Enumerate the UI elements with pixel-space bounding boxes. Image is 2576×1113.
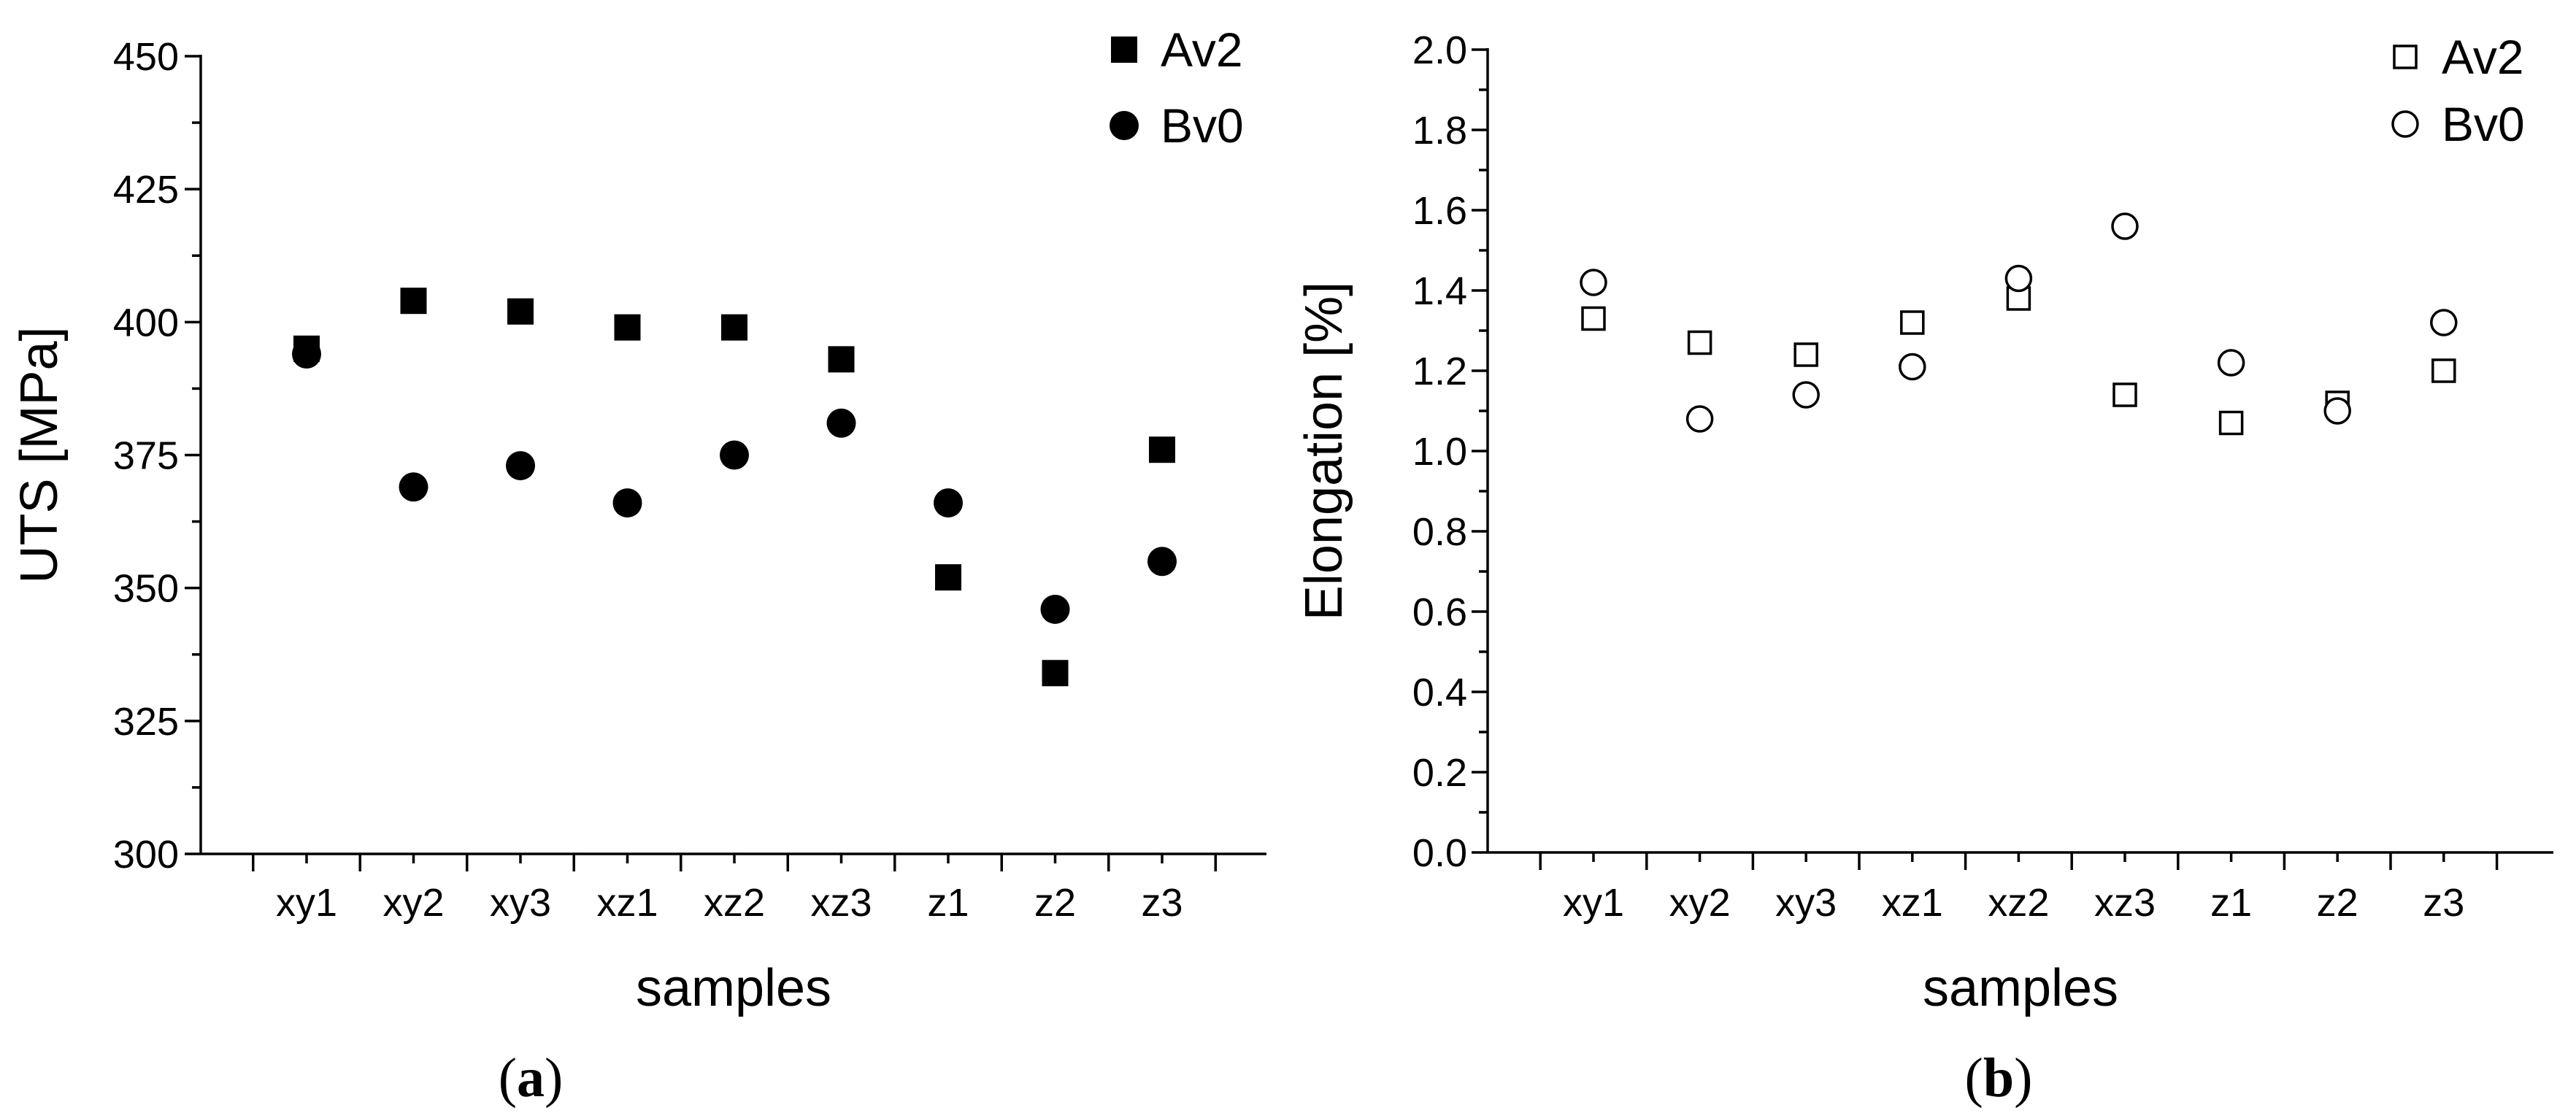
legend-label-Av2: Av2: [2442, 30, 2524, 84]
x-tick-label-z2: z2: [1034, 881, 1076, 925]
point-Av2-xz3: [2112, 382, 2137, 407]
point-Bv0-xz3: [2111, 212, 2139, 240]
y-tick-label: 1.0: [1412, 430, 1467, 474]
point-Bv0-xy1: [1580, 269, 1607, 296]
y-tick-label: 0.4: [1412, 671, 1467, 715]
x-axis-title: samples: [636, 959, 831, 1017]
y-tick-label: 2.0: [1412, 28, 1467, 72]
x-tick-label-xz2: xz2: [1988, 881, 2049, 925]
y-tick-label: 450: [113, 35, 179, 79]
y-tick-label: 1.6: [1412, 189, 1467, 233]
x-tick-label-xz1: xz1: [596, 881, 658, 925]
x-tick-label-xy1: xy1: [276, 881, 337, 925]
point-Av2-z3: [2431, 358, 2456, 383]
legend-marker-Bv0: [1110, 111, 1139, 140]
x-tick-label-xy2: xy2: [382, 881, 444, 925]
point-Av2-xz1: [1900, 310, 1925, 335]
point-Av2-xz2: [721, 314, 747, 341]
x-tick-label-xz1: xz1: [1882, 881, 1943, 925]
point-Bv0-z1: [2217, 349, 2245, 377]
y-tick-label: 1.4: [1412, 269, 1467, 313]
point-Bv0-xz1: [612, 488, 642, 518]
x-tick-label-z2: z2: [2317, 881, 2358, 925]
point-Bv0-z2: [1040, 594, 1070, 624]
y-axis-title: Elongation [%]: [1295, 282, 1353, 620]
y-tick-label: 300: [113, 833, 179, 877]
x-axis-title: samples: [1923, 959, 2118, 1017]
chart-panel-b: 0.0 0.2 0.4 0.6 0.8 1.0 1.2 1.4 1.6 1.8 2.0 xy1 xy2 x…: [1295, 28, 2553, 1109]
point-Av2-z1: [935, 564, 961, 591]
x-tick-label-z3: z3: [2423, 881, 2464, 925]
legend-marker-Bv0: [2391, 110, 2419, 138]
x-tick-label-xy1: xy1: [1563, 881, 1624, 925]
x-tick-label-xy2: xy2: [1669, 881, 1731, 925]
point-Bv0-xy1: [292, 339, 321, 369]
legend-label-Bv0: Bv0: [2442, 97, 2525, 151]
legend-label-Av2: Av2: [1161, 23, 1243, 77]
point-Av2-xy3: [1793, 342, 1818, 367]
y-tick-label: 325: [113, 700, 179, 744]
point-Bv0-z3: [1147, 547, 1177, 577]
y-tick-label: 400: [113, 301, 179, 344]
point-Bv0-xz2: [2004, 264, 2033, 293]
chart-panel-a: 300 325 350 375 400 425 450 xy1 xy2 xy3 xz1 xz2 xz3 z…: [10, 23, 1266, 1109]
y-tick-label: 0.0: [1412, 831, 1467, 875]
point-Bv0-xy2: [399, 472, 428, 502]
legend-marker-Av2: [2393, 45, 2418, 69]
point-Av2-z2: [1042, 660, 1069, 687]
point-Av2-xy1: [1581, 306, 1606, 331]
x-tick-label-z3: z3: [1141, 881, 1183, 925]
point-Bv0-xy2: [1685, 405, 1714, 433]
point-Av2-xy2: [1687, 330, 1712, 355]
x-tick-label-xz3: xz3: [2094, 881, 2156, 925]
point-Av2-xz1: [614, 314, 641, 341]
point-Bv0-xy3: [1792, 381, 1820, 409]
x-tick-label-z1: z1: [927, 881, 969, 925]
legend-marker-Av2: [1111, 36, 1137, 63]
x-tick-label-z1: z1: [2210, 881, 2252, 925]
point-Av2-z3: [1149, 436, 1175, 463]
point-Bv0-z2: [2323, 397, 2351, 425]
point-Av2-z1: [2218, 410, 2244, 436]
y-tick-label: 0.2: [1412, 751, 1467, 795]
y-tick-label: 0.6: [1412, 590, 1467, 634]
point-Bv0-xz1: [1899, 353, 1926, 381]
point-Bv0-z1: [934, 488, 963, 518]
point-Av2-xz3: [828, 346, 855, 373]
y-tick-label: 1.8: [1412, 109, 1467, 153]
y-tick-label: 1.2: [1412, 350, 1467, 393]
y-tick-label: 350: [113, 567, 179, 611]
y-tick-label: 0.8: [1412, 510, 1467, 554]
x-tick-label-xz2: xz2: [704, 881, 765, 925]
x-tick-label-xy3: xy3: [490, 881, 551, 925]
panel-caption: (a): [499, 1047, 564, 1109]
point-Bv0-xz2: [720, 440, 749, 470]
x-tick-label-xz3: xz3: [810, 881, 872, 925]
panel-caption: (b): [1965, 1047, 2033, 1109]
y-tick-label: 375: [113, 434, 179, 478]
point-Bv0-xz3: [826, 408, 856, 438]
y-axis-title: UTS [MPa]: [10, 326, 69, 583]
point-Bv0-xy3: [506, 451, 535, 481]
y-tick-label: 425: [113, 168, 179, 212]
point-Av2-xy2: [400, 288, 427, 315]
x-tick-label-xy3: xy3: [1775, 881, 1837, 925]
legend-label-Bv0: Bv0: [1161, 99, 1244, 153]
point-Bv0-z3: [2430, 309, 2458, 336]
point-Av2-xy3: [507, 298, 534, 325]
